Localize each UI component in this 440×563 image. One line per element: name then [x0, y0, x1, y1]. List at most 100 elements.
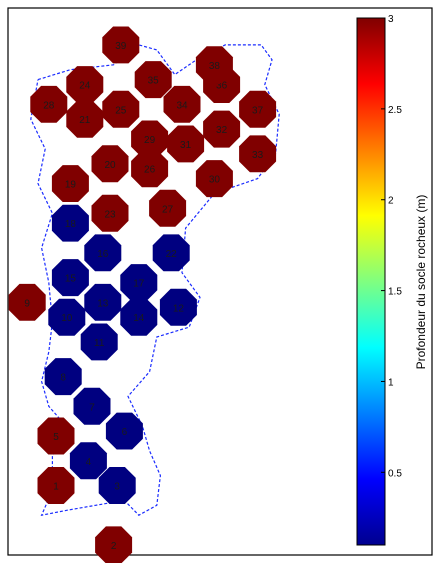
data-point: 3 — [98, 467, 136, 504]
data-point-label: 21 — [79, 115, 91, 126]
data-point-label: 35 — [148, 76, 160, 87]
data-point-marker — [203, 110, 241, 148]
data-point-label: 1 — [53, 482, 59, 493]
colorbar-tick-label: 0.5 — [388, 468, 402, 479]
colorbar-gradient — [356, 17, 386, 546]
data-point-marker — [48, 298, 86, 336]
data-point-marker — [84, 283, 122, 321]
data-point: 27 — [149, 189, 187, 227]
data-point-marker — [159, 288, 197, 326]
data-point-label: 14 — [133, 313, 145, 324]
data-point-label: 3 — [114, 482, 120, 493]
colorbar: Profondeur du socle rocheux (m) 0.5 1 1.5 2… — [356, 14, 428, 546]
data-point-marker — [95, 526, 133, 563]
data-point-marker — [239, 135, 277, 173]
data-point-label: 17 — [133, 279, 145, 290]
data-point-label: 34 — [176, 100, 188, 111]
data-point-marker — [167, 125, 205, 163]
data-point-label: 28 — [43, 100, 55, 111]
data-point: 7 — [73, 387, 111, 425]
data-point-marker — [69, 442, 107, 480]
data-point-marker — [73, 387, 111, 425]
data-point: 21 — [66, 100, 104, 138]
data-point-marker — [51, 165, 89, 202]
data-point-label: 20 — [104, 160, 116, 171]
data-point: 6 — [105, 412, 143, 450]
data-point-marker — [102, 90, 140, 128]
data-point-label: 27 — [162, 204, 174, 215]
data-point: 10 — [48, 298, 86, 336]
data-point: 2 — [95, 526, 133, 563]
colorbar-tick-label: 2 — [388, 196, 394, 207]
data-point-label: 19 — [65, 180, 77, 191]
data-point: 14 — [120, 298, 158, 336]
data-point: 1 — [37, 467, 75, 504]
data-point: 34 — [163, 85, 201, 123]
data-point-label: 38 — [209, 61, 221, 72]
data-point: 18 — [51, 204, 89, 242]
data-point-label: 26 — [144, 165, 156, 176]
data-point: 4 — [69, 442, 107, 480]
data-point: 29 — [131, 120, 169, 158]
data-point-label: 10 — [61, 313, 73, 324]
data-point: 24 — [66, 66, 104, 103]
data-point-marker — [163, 85, 201, 123]
data-point-label: 39 — [115, 41, 127, 52]
data-point-marker — [102, 26, 140, 64]
data-point-marker — [84, 234, 122, 272]
data-point-label: 22 — [166, 249, 178, 260]
data-point: 25 — [102, 90, 140, 128]
data-point-label: 16 — [97, 249, 109, 260]
data-point-marker — [37, 467, 75, 504]
data-point: 12 — [159, 288, 197, 326]
colorbar-label: Profondeur du socle rocheux (m) — [414, 195, 428, 370]
data-point-marker — [120, 264, 158, 301]
data-point: 32 — [203, 110, 241, 148]
data-point-marker — [239, 90, 277, 128]
data-point-marker — [195, 160, 233, 198]
data-point-label: 31 — [180, 140, 192, 151]
data-point: 33 — [239, 135, 277, 173]
data-point: 37 — [239, 90, 277, 128]
data-point-label: 2 — [111, 541, 117, 552]
data-point: 11 — [80, 323, 118, 361]
data-point-marker — [131, 150, 169, 188]
data-point: 23 — [91, 194, 129, 232]
data-point-label: 13 — [97, 298, 109, 309]
data-point-label: 32 — [216, 125, 228, 136]
data-point: 13 — [84, 283, 122, 321]
data-point-marker — [8, 283, 46, 321]
data-point-label: 5 — [53, 432, 59, 443]
data-point: 22 — [152, 234, 190, 272]
data-point-label: 36 — [216, 81, 228, 92]
data-point-label: 37 — [252, 105, 264, 116]
data-point-marker — [91, 194, 129, 232]
data-point-marker — [131, 120, 169, 158]
data-point: 9 — [8, 283, 46, 321]
data-point-label: 9 — [24, 298, 30, 309]
data-point: 5 — [37, 417, 75, 455]
data-point-label: 8 — [60, 373, 66, 384]
data-point-marker — [105, 412, 143, 450]
data-point: 31 — [167, 125, 205, 163]
data-point: 8 — [44, 358, 82, 396]
data-point-marker — [91, 145, 129, 183]
data-point: 28 — [30, 85, 68, 123]
colorbar-tick-label: 3 — [388, 14, 394, 25]
data-point-label: 29 — [144, 135, 156, 146]
data-point-label: 12 — [173, 303, 185, 314]
figure-border — [7, 7, 433, 556]
data-point: 17 — [120, 264, 158, 301]
data-point-label: 7 — [89, 402, 95, 413]
data-point-marker — [51, 259, 89, 297]
data-point-label: 4 — [86, 457, 92, 468]
colorbar-tick-label: 1 — [388, 377, 394, 388]
data-point: 15 — [51, 259, 89, 297]
colorbar-tick-label: 1.5 — [388, 287, 402, 298]
data-point: 30 — [195, 160, 233, 198]
data-point-marker — [66, 100, 104, 138]
data-point-label: 15 — [65, 274, 77, 285]
data-point-marker — [152, 234, 190, 272]
data-point-marker — [80, 323, 118, 361]
